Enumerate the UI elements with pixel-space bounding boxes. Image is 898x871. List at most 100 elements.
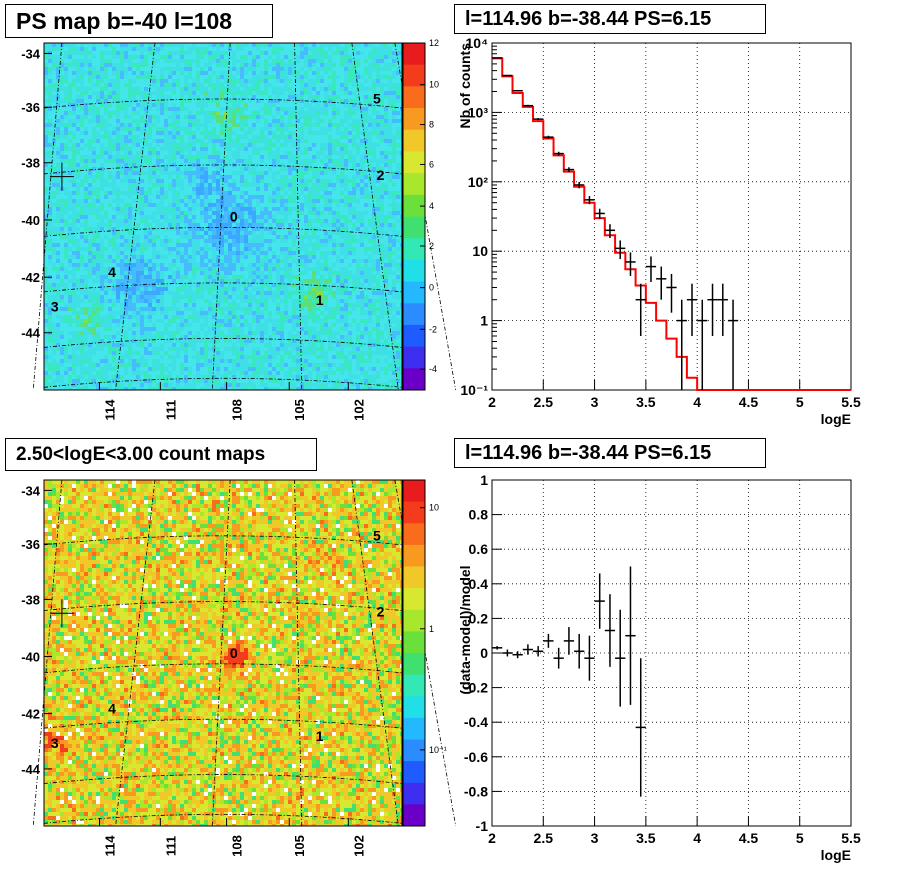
map-pixel [272, 167, 276, 171]
map-pixel [112, 307, 116, 311]
map-pixel [152, 79, 156, 83]
map-pixel [64, 255, 68, 259]
map-pixel [116, 119, 120, 123]
map-pixel [176, 163, 180, 167]
map-pixel [156, 167, 160, 171]
map-pixel [204, 343, 208, 347]
map-pixel [152, 199, 156, 203]
map-pixel [228, 215, 232, 219]
map-pixel [84, 43, 88, 47]
map-pixel [112, 375, 116, 379]
map-pixel [60, 271, 64, 275]
map-pixel [128, 355, 132, 359]
map-pixel [108, 207, 112, 211]
map-pixel [72, 283, 76, 287]
map-pixel [160, 127, 164, 131]
map-pixel [224, 259, 228, 263]
map-pixel [184, 275, 188, 279]
map-pixel [212, 339, 216, 343]
map-pixel [184, 115, 188, 119]
map-pixel [96, 387, 100, 390]
map-pixel [108, 371, 112, 375]
map-pixel [168, 231, 172, 235]
map-pixel [148, 195, 152, 199]
map-pixel [188, 171, 192, 175]
map-pixel [76, 59, 80, 63]
map-pixel [152, 355, 156, 359]
map-pixel [188, 199, 192, 203]
map-pixel [204, 279, 208, 283]
map-pixel [196, 371, 200, 375]
map-pixel [44, 187, 48, 191]
map-pixel [124, 151, 128, 155]
map-pixel [204, 111, 208, 115]
map-pixel [132, 359, 136, 363]
map-pixel [140, 343, 144, 347]
map-pixel [168, 371, 172, 375]
map-pixel [112, 163, 116, 167]
map-pixel [116, 51, 120, 55]
map-pixel [128, 87, 132, 91]
map-pixel [60, 219, 64, 223]
map-pixel [264, 227, 268, 231]
map-pixel [224, 231, 228, 235]
map-pixel [244, 227, 248, 231]
map-pixel [188, 291, 192, 295]
map-pixel [192, 103, 196, 107]
map-pixel [208, 319, 212, 323]
map-pixel [260, 371, 264, 375]
map-pixel [192, 263, 196, 267]
map-pixel [244, 199, 248, 203]
map-pixel [188, 143, 192, 147]
map-pixel [108, 107, 112, 111]
map-pixel [152, 383, 156, 387]
map-pixel [128, 115, 132, 119]
map-pixel [100, 147, 104, 151]
map-pixel [124, 327, 128, 331]
map-pixel [232, 139, 236, 143]
map-pixel [52, 179, 56, 183]
map-pixel [80, 351, 84, 355]
map-pixel [168, 251, 172, 255]
map-pixel [200, 151, 204, 155]
map-pixel [272, 159, 276, 163]
map-pixel [200, 303, 204, 307]
map-pixel [264, 183, 268, 187]
map-pixel [68, 207, 72, 211]
map-pixel [264, 335, 268, 339]
map-pixel [48, 251, 52, 255]
map-pixel [260, 259, 264, 263]
map-pixel [216, 279, 220, 283]
map-pixel [204, 95, 208, 99]
map-pixel [152, 179, 156, 183]
map-pixel [216, 351, 220, 355]
map-pixel [108, 71, 112, 75]
map-pixel [224, 87, 228, 91]
map-pixel [96, 139, 100, 143]
map-pixel [176, 239, 180, 243]
map-pixel [264, 343, 268, 347]
map-pixel [108, 227, 112, 231]
map-pixel [264, 275, 268, 279]
map-pixel [236, 343, 240, 347]
map-pixel [172, 279, 176, 283]
map-pixel [200, 163, 204, 167]
map-pixel [248, 295, 252, 299]
map-pixel [44, 99, 48, 103]
map-pixel [260, 155, 264, 159]
map-pixel [176, 371, 180, 375]
map-pixel [56, 139, 60, 143]
map-pixel [252, 299, 256, 303]
map-pixel [224, 179, 228, 183]
map-pixel [56, 231, 60, 235]
map-pixel [216, 375, 220, 379]
map-pixel [168, 223, 172, 227]
map-pixel [232, 287, 236, 291]
map-pixel [184, 355, 188, 359]
map-pixel [256, 131, 260, 135]
map-pixel [116, 247, 120, 251]
map-pixel [204, 235, 208, 239]
map-pixel [240, 299, 244, 303]
map-pixel [116, 311, 120, 315]
map-pixel [216, 323, 220, 327]
